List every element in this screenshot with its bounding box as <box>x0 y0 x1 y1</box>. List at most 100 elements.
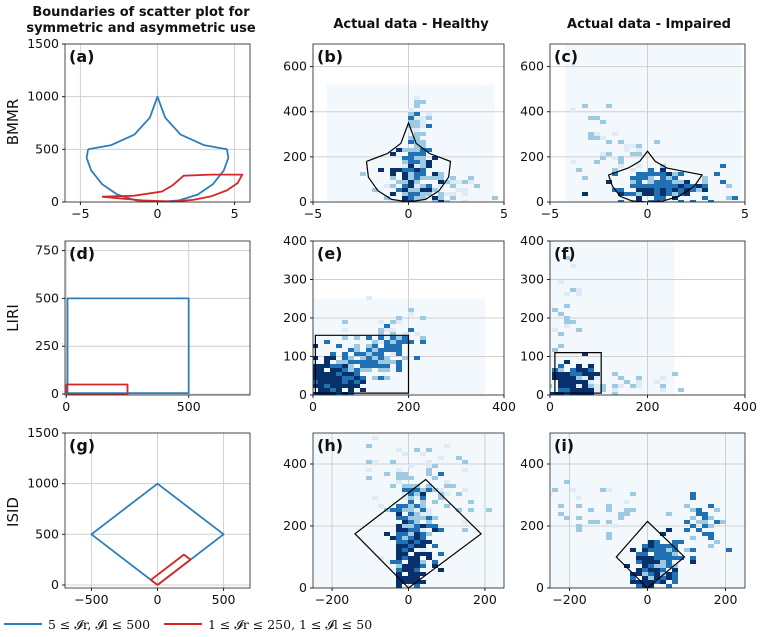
heatmap-cell <box>450 184 456 188</box>
heatmap-cell <box>588 364 594 368</box>
heatmap-cell <box>444 444 450 448</box>
heatmap-cell <box>408 124 414 128</box>
heatmap-cell <box>636 188 642 192</box>
heatmap-cell <box>426 520 432 524</box>
heatmap-cell <box>396 540 402 544</box>
heatmap-cell <box>612 156 618 160</box>
heatmap-cell <box>462 200 468 202</box>
heatmap-cell <box>564 256 570 260</box>
heatmap-cell <box>408 340 414 344</box>
heatmap-cell <box>318 388 324 392</box>
heatmap-cell <box>420 508 426 512</box>
heatmap-cell <box>408 528 414 532</box>
heatmap-cell <box>330 376 336 380</box>
heatmap-cell <box>372 340 378 344</box>
heatmap-cell <box>378 336 384 340</box>
heatmap-cell <box>690 188 696 192</box>
heatmap-cell <box>684 548 690 552</box>
heatmap-cell <box>402 576 408 580</box>
heatmap-cell <box>408 172 414 176</box>
heatmap-cell <box>606 488 612 492</box>
heatmap-cell <box>672 192 678 196</box>
heatmap-cell <box>612 384 618 388</box>
heatmap-cell <box>414 132 420 136</box>
heatmap-cell <box>384 324 390 328</box>
heatmap-cell <box>708 516 714 520</box>
x-tick-label: −5 <box>541 206 559 221</box>
heatmap-cell <box>384 472 390 476</box>
heatmap-cell <box>666 544 672 548</box>
heatmap-cell <box>402 168 408 172</box>
heatmap-cell <box>402 476 408 480</box>
panel-label: (c) <box>554 47 578 66</box>
heatmap-cell <box>420 176 426 180</box>
heatmap-cell <box>336 384 342 388</box>
heatmap-cell <box>648 176 654 180</box>
heatmap-cell <box>564 376 570 380</box>
heatmap-cell <box>690 560 696 564</box>
heatmap-cell <box>558 280 564 284</box>
heatmap-cell <box>336 368 342 372</box>
heatmap-cell <box>342 364 348 368</box>
heatmap-cell <box>372 376 378 380</box>
heatmap-cell <box>336 360 342 364</box>
heatmap-cell <box>390 352 396 356</box>
heatmap-cell <box>672 180 678 184</box>
heatmap-cell <box>558 376 564 380</box>
heatmap-cell <box>390 184 396 188</box>
heatmap-cell <box>660 544 666 548</box>
heatmap-cell <box>384 328 390 332</box>
heatmap-cell <box>600 156 606 160</box>
heatmap-cell <box>666 176 672 180</box>
heatmap-cell <box>720 520 726 524</box>
heatmap-cell <box>438 192 444 196</box>
heatmap-cell <box>414 572 420 576</box>
y-tick-label: 0 <box>536 387 544 402</box>
heatmap-cell <box>648 184 654 188</box>
heatmap-cell <box>612 132 618 136</box>
heatmap-cell <box>366 468 372 472</box>
heatmap-cell <box>408 152 414 156</box>
heatmap-cell <box>348 376 354 380</box>
heatmap-cell <box>588 116 594 120</box>
heatmap-cell <box>402 496 408 500</box>
y-tick-label: 200 <box>520 310 544 325</box>
heatmap-cell <box>654 544 660 548</box>
heatmap-cell <box>606 508 612 512</box>
heatmap-cell <box>444 492 450 496</box>
heatmap-cell <box>486 508 492 512</box>
y-tick-label: 1000 <box>27 89 59 104</box>
heatmap-cell <box>672 540 678 544</box>
heatmap-cell <box>420 560 426 564</box>
heatmap-cell <box>318 380 324 384</box>
heatmap-cell <box>414 96 420 100</box>
heatmap-cell <box>408 112 414 116</box>
heatmap-cell <box>654 552 660 556</box>
heatmap-cell <box>396 548 402 552</box>
heatmap-cell <box>384 508 390 512</box>
panel-h: −200 0 200 0 200 400 (h) <box>283 432 505 607</box>
heatmap-cell <box>390 340 396 344</box>
heatmap-cell <box>396 448 402 452</box>
heatmap-cell <box>402 176 408 180</box>
y-tick-label: 750 <box>35 243 59 258</box>
heatmap-cell <box>666 584 672 588</box>
heatmap-cell <box>330 380 336 384</box>
heatmap-cell <box>642 172 648 176</box>
heatmap-cell <box>402 556 408 560</box>
heatmap-cell <box>342 396 348 400</box>
heatmap-cell <box>690 184 696 188</box>
heatmap-cell <box>642 192 648 196</box>
heatmap-cell <box>324 380 330 384</box>
heatmap-cell <box>558 372 564 376</box>
heatmap-cell <box>324 388 330 392</box>
heatmap-cell <box>432 564 438 568</box>
heatmap-cell <box>402 180 408 184</box>
heatmap-cell <box>606 532 612 536</box>
heatmap-cell <box>420 496 426 500</box>
x-tick-label: 500 <box>212 592 236 607</box>
heatmap-cell <box>360 352 366 356</box>
heatmap-cell <box>390 192 396 196</box>
heatmap-cell <box>438 172 444 176</box>
heatmap-cell <box>684 528 690 532</box>
